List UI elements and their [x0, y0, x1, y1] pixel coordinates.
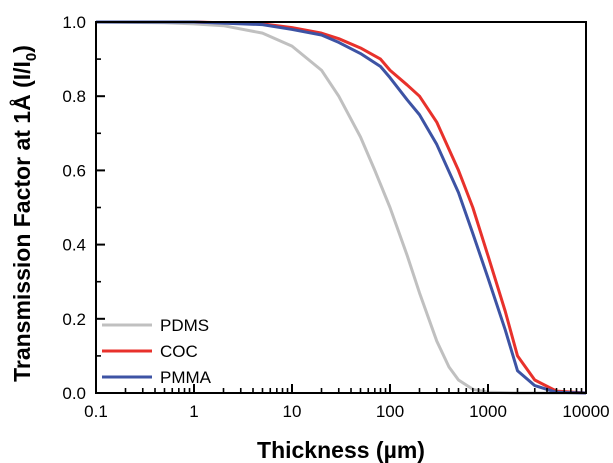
y-tick-label: 0.6: [62, 161, 86, 180]
x-tick-label: 1: [189, 402, 198, 421]
legend-label-coc: COC: [160, 342, 198, 361]
y-tick-label: 1.0: [62, 13, 86, 32]
y-tick-label: 0.8: [62, 87, 86, 106]
x-tick-label: 1000: [469, 402, 507, 421]
legend: PDMS COC PMMA: [102, 316, 212, 387]
y-axis-title-subscript: 0: [23, 53, 40, 61]
x-tick-label: 0.1: [84, 402, 108, 421]
y-axis-title: Transmission Factor at 1Å (I/I0): [8, 45, 40, 382]
y-tick-label: 0.0: [62, 384, 86, 403]
x-axis-title: Thickness (µm): [257, 437, 425, 463]
legend-label-pmma: PMMA: [160, 368, 212, 387]
series-layer: [95, 20, 587, 395]
labels-layer: 0.1 1 10 100 1000 10000 0.0 0.2 0.4 0.6 0.8 1.0: [62, 13, 609, 421]
series-line-coc: [96, 20, 587, 395]
ticks-layer: [95, 21, 587, 394]
x-tick-label: 10: [283, 402, 302, 421]
y-axis-title-tail: ): [9, 45, 35, 53]
series-line-pmma: [96, 20, 587, 395]
x-tick-label: 10000: [562, 402, 609, 421]
y-axis-title-main: Transmission Factor at 1Å (I/I: [8, 61, 35, 382]
legend-label-pdms: PDMS: [160, 316, 209, 335]
x-tick-label: 100: [376, 402, 404, 421]
series-line-pdms: [95, 20, 586, 395]
y-tick-label: 0.2: [62, 310, 86, 329]
y-tick-label: 0.4: [62, 236, 86, 255]
